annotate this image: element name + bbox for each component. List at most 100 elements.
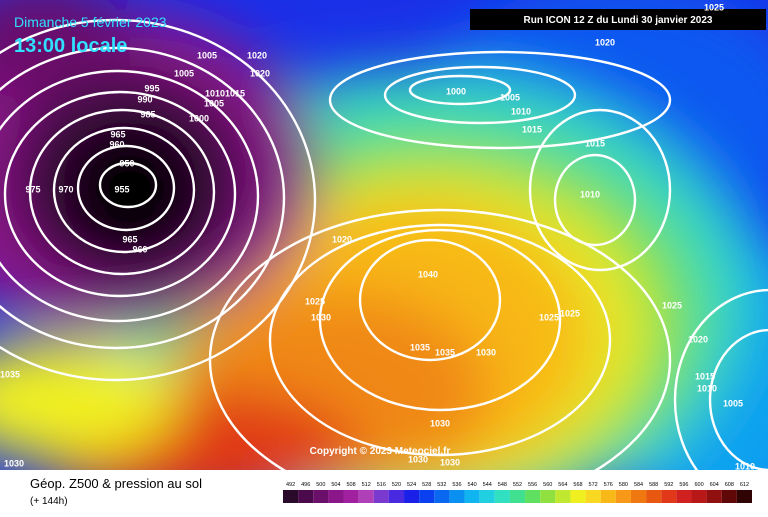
- isobar-label: 1005: [174, 68, 194, 78]
- footer-title: Géop. Z500 & pression au sol: [30, 476, 202, 491]
- legend-label: 592: [664, 482, 673, 488]
- isobar-label: 1010: [205, 88, 225, 98]
- legend-swatch: [434, 490, 450, 503]
- isobar-label: 960: [132, 244, 147, 254]
- isobar-label: 1020: [688, 334, 708, 344]
- legend-label: 532: [437, 482, 446, 488]
- legend-swatch: [736, 490, 752, 503]
- legend-label: 496: [301, 482, 310, 488]
- legend-swatch: [449, 490, 465, 503]
- legend-swatch: [691, 490, 707, 503]
- isobar-label: 1005: [197, 50, 217, 60]
- legend-label: 508: [346, 482, 355, 488]
- legend-swatch: [540, 490, 556, 503]
- isobar-label: 1030: [476, 347, 496, 357]
- isobar-label: 1025: [704, 2, 724, 12]
- legend-swatch: [600, 490, 616, 503]
- legend-label: 596: [679, 482, 688, 488]
- isobar-label: 975: [25, 184, 40, 194]
- isobar-label: 990: [137, 94, 152, 104]
- legend-swatch: [373, 490, 389, 503]
- legend-swatch: [570, 490, 586, 503]
- legend-label: 500: [316, 482, 325, 488]
- legend-swatch: [388, 490, 405, 503]
- isobar-label: 1020: [247, 50, 267, 60]
- legend-swatch: [676, 490, 692, 503]
- isobar-label: 1025: [560, 308, 580, 318]
- legend-label: 604: [710, 482, 719, 488]
- isobar-label: 1010: [735, 461, 755, 471]
- isobars: [0, 18, 768, 470]
- isobar-label: 950: [119, 158, 134, 168]
- legend-label: 552: [513, 482, 522, 488]
- isobar-label: 1030: [311, 312, 331, 322]
- legend-label: 536: [452, 482, 461, 488]
- legend-swatch: [328, 490, 344, 503]
- legend-label: 608: [725, 482, 734, 488]
- isobar-label: 1010: [697, 383, 717, 393]
- legend-label: 548: [498, 482, 507, 488]
- legend-swatch: [630, 490, 647, 503]
- legend-label: 568: [573, 482, 582, 488]
- date: Dimanche 5 février 2023: [14, 14, 167, 30]
- legend-label: 556: [528, 482, 537, 488]
- legend-swatch: [494, 490, 510, 503]
- legend-label: 520: [392, 482, 401, 488]
- legend-label: 580: [619, 482, 628, 488]
- legend-swatch: [404, 490, 420, 503]
- lead-time: (+ 144h): [30, 496, 68, 507]
- legend-label: 516: [377, 482, 386, 488]
- legend-label: 584: [634, 482, 643, 488]
- run-box: [470, 9, 766, 30]
- legend-swatch: [555, 490, 571, 503]
- legend-label: 588: [649, 482, 658, 488]
- legend-swatch: [661, 490, 677, 503]
- isobar-label: 1030: [430, 418, 450, 428]
- isobar-label: 1040: [418, 269, 438, 279]
- isobar-label: 985: [140, 109, 155, 119]
- isobar-label: 1025: [305, 296, 325, 306]
- legend-swatch: [343, 490, 359, 503]
- copyright: Copyright © 2023 Meteociel.fr: [310, 446, 451, 457]
- isobar-label: 995: [144, 83, 159, 93]
- isobar-label: 1020: [595, 37, 615, 47]
- legend-label: 512: [362, 482, 371, 488]
- isobar-label: 960: [109, 139, 124, 149]
- isobar-label: 1005: [500, 92, 520, 102]
- isobar-label: 965: [122, 234, 137, 244]
- isobar-label: 1035: [435, 347, 455, 357]
- isobar-label: 1020: [332, 234, 352, 244]
- isobar-label: 1030: [4, 458, 24, 468]
- legend-label: 572: [589, 482, 598, 488]
- legend-label: 504: [331, 482, 340, 488]
- legend-swatch: [313, 490, 329, 503]
- legend-swatch: [419, 490, 435, 503]
- isobar-label: 1035: [410, 342, 430, 352]
- time: 13:00 locale: [14, 35, 127, 57]
- legend-label: 564: [558, 482, 567, 488]
- isobar-label: 1005: [204, 98, 224, 108]
- isobar-label: 1030: [408, 454, 428, 464]
- isobar-label: 970: [58, 184, 73, 194]
- legend-label: 612: [740, 482, 749, 488]
- isobar-label: 1025: [662, 300, 682, 310]
- legend-swatch: [615, 490, 631, 503]
- legend-label: 540: [468, 482, 477, 488]
- legend-swatch: [479, 490, 495, 503]
- isobar-label: 1025: [539, 312, 559, 322]
- isobar-label: 1015: [585, 138, 605, 148]
- legend-swatch: [298, 490, 314, 503]
- isobar-label: 1015: [522, 124, 542, 134]
- isobar-label: 1035: [0, 369, 20, 379]
- isobar-label: 1000: [446, 86, 466, 96]
- isobar-label: 1010: [580, 189, 600, 199]
- legend-swatch: [646, 490, 662, 503]
- isobar-label: 965: [110, 129, 125, 139]
- legend-label: 600: [694, 482, 703, 488]
- isobar-label: 1000: [189, 113, 209, 123]
- isobar-label: 1030: [440, 457, 460, 467]
- legend-swatch: [283, 490, 299, 503]
